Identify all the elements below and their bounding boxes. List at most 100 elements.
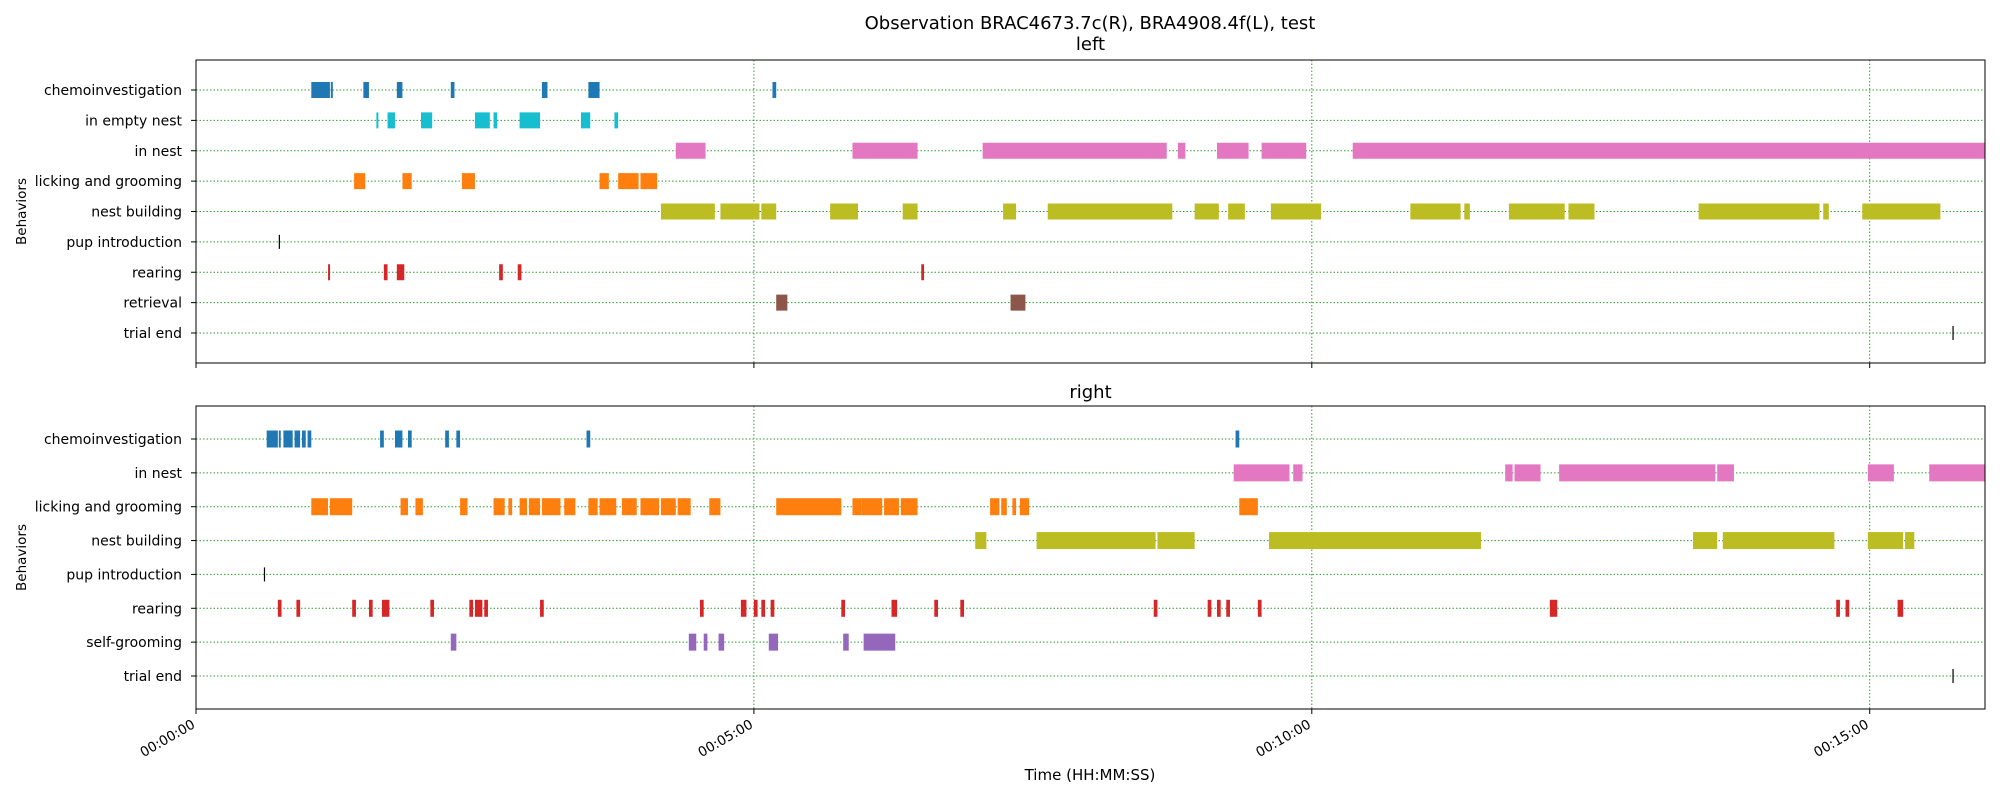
behavior-bar — [718, 633, 725, 651]
behavior-bar — [296, 599, 301, 617]
behavior-bar — [599, 498, 617, 516]
behavior-bar — [461, 173, 475, 190]
behavior-bar — [688, 633, 697, 651]
behavior-bar — [1867, 464, 1894, 482]
behavior-bar — [328, 264, 331, 281]
behavior-bar — [396, 82, 403, 98]
behavior-bar — [1235, 430, 1240, 448]
behavior-bar — [1505, 464, 1513, 482]
behavior-bar — [1003, 203, 1017, 220]
behavior-bar — [675, 142, 706, 159]
behavior-label: self-grooming — [86, 635, 182, 651]
behavior-bar — [266, 430, 278, 448]
behavior-bar — [776, 294, 788, 311]
behavior-bar — [311, 498, 329, 516]
behavior-bar — [1293, 464, 1303, 482]
behavior-bar — [307, 430, 312, 448]
behavior-bar — [1261, 142, 1307, 159]
behavior-bar — [499, 264, 503, 281]
behavior-bar — [383, 264, 388, 281]
behavior-label: trial end — [124, 326, 182, 342]
behavior-label: pup introduction — [66, 567, 182, 583]
behavior-bar — [776, 498, 842, 516]
behavior-bar — [1559, 464, 1716, 482]
behavior-bar — [474, 599, 483, 617]
behavior-bar — [588, 498, 598, 516]
behavior-bar — [934, 599, 939, 617]
behavior-label: nest building — [91, 534, 182, 550]
behavior-bar — [450, 82, 455, 98]
behavior-bar — [900, 498, 918, 516]
behavior-bar — [861, 498, 866, 516]
behavior-bar — [387, 112, 395, 129]
behavior-bar — [960, 599, 965, 617]
behavior-bar — [460, 498, 468, 516]
behavior-bar — [508, 498, 513, 516]
behavior-bar — [540, 599, 544, 617]
behavior-bar — [1019, 498, 1030, 516]
behavior-label: retrieval — [123, 296, 182, 312]
behavior-bar — [1194, 203, 1219, 220]
behavior-bar — [1568, 203, 1595, 220]
behavior-bar — [376, 112, 379, 129]
behavior-bar — [902, 203, 918, 220]
behavior-bar — [830, 203, 859, 220]
panel-title: left — [1076, 34, 1105, 55]
axes-frame — [195, 59, 1986, 364]
behavior-bar — [277, 599, 282, 617]
behavior-label: in nest — [135, 466, 183, 482]
behavior-label: licking and grooming — [35, 500, 182, 516]
behavior-bar — [884, 498, 899, 516]
behavior-bar — [761, 599, 766, 617]
behavior-bar — [396, 264, 405, 281]
behavior-bar — [1952, 669, 1954, 683]
x-axis-label: Time (HH:MM:SS) — [1024, 766, 1156, 784]
behavior-bar — [640, 498, 660, 516]
behavior-bar — [588, 82, 600, 98]
behavior-bar — [368, 599, 373, 617]
y-axis-label: Behaviors — [14, 524, 30, 591]
behavior-bar — [891, 599, 898, 617]
behavior-bar — [841, 599, 846, 617]
behavior-bar — [772, 82, 777, 98]
behavior-bar — [720, 203, 760, 220]
behavior-bar — [1867, 532, 1904, 550]
x-tick-label: 00:15:00 — [1811, 717, 1872, 761]
behavior-label: nest building — [91, 205, 182, 221]
behavior-label: rearing — [132, 265, 182, 281]
behavior-bar — [1410, 203, 1461, 220]
behavior-bar — [408, 430, 412, 448]
behavior-bar — [699, 599, 704, 617]
behavior-bar — [852, 498, 862, 516]
behavior-bar — [381, 599, 390, 617]
behavior-bar — [354, 173, 366, 190]
x-tick-label: 00:00:00 — [137, 717, 198, 761]
behavior-label: in empty nest — [85, 113, 182, 129]
behavior-bar — [580, 112, 591, 129]
behavior-bar — [311, 82, 330, 98]
behavior-bar — [740, 599, 747, 617]
panel-left: left chemoinvestigation in empty nest in ne… — [14, 34, 1986, 368]
behavior-label: chemoinvestigation — [44, 432, 182, 448]
behavior-bar — [599, 173, 609, 190]
behavior-bar — [1216, 599, 1221, 617]
behavior-bar — [1177, 142, 1186, 159]
behavior-bar — [982, 142, 1167, 159]
behavior-bar — [474, 112, 490, 129]
behavior-bar — [640, 173, 658, 190]
behavior-label: pup introduction — [66, 235, 182, 251]
behavior-bar — [1228, 203, 1245, 220]
behavior-bar — [493, 498, 505, 516]
behavior-bar — [753, 599, 758, 617]
behavior-bar — [586, 430, 591, 448]
behavior-bar — [1269, 532, 1482, 550]
behavior-label: in nest — [135, 144, 183, 160]
x-tick-label: 00:10:00 — [1253, 717, 1314, 761]
behavior-bar — [1216, 142, 1249, 159]
behavior-label: chemoinvestigation — [44, 83, 182, 99]
behavior-bar — [1157, 532, 1195, 550]
behavior-bar — [1693, 532, 1718, 550]
behavior-bar — [528, 498, 541, 516]
behavior-bar — [493, 112, 498, 129]
behavior-bar — [445, 430, 449, 448]
